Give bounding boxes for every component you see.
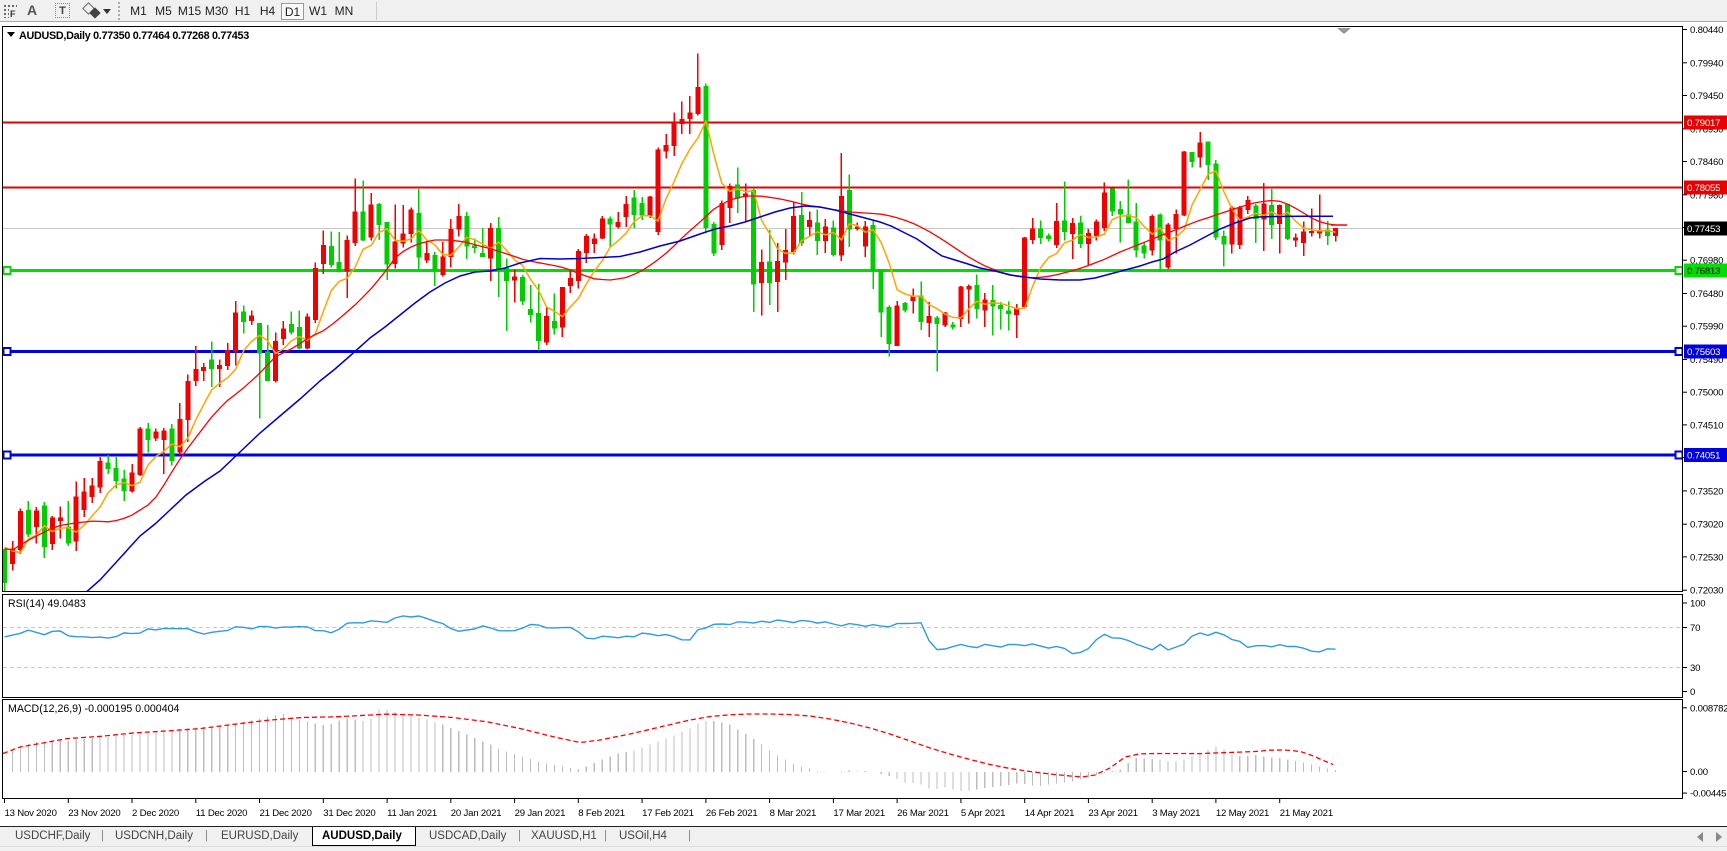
svg-text:8 Mar 2021: 8 Mar 2021	[770, 808, 817, 819]
svg-text:0.76480: 0.76480	[1690, 289, 1723, 300]
svg-text:2 Dec 2020: 2 Dec 2020	[132, 808, 179, 819]
svg-text:0.78950: 0.78950	[1690, 124, 1723, 135]
svg-text:20 Jan 2021: 20 Jan 2021	[451, 808, 502, 819]
svg-text:11 Dec 2020: 11 Dec 2020	[196, 808, 248, 819]
svg-text:23 Apr 2021: 23 Apr 2021	[1088, 808, 1138, 819]
svg-text:0.74510: 0.74510	[1690, 420, 1723, 431]
svg-text:0.74051: 0.74051	[1687, 451, 1720, 462]
svg-text:AUDUSD,Daily 0.77350 0.77464: AUDUSD,Daily 0.77350 0.77464 0.77268 0.7…	[19, 30, 249, 42]
svg-text:8 Feb 2021: 8 Feb 2021	[578, 808, 625, 819]
svg-text:0.77453: 0.77453	[1687, 224, 1720, 235]
svg-text:31 Dec 2020: 31 Dec 2020	[323, 808, 375, 819]
svg-text:0.79940: 0.79940	[1690, 58, 1723, 69]
svg-text:29 Jan 2021: 29 Jan 2021	[515, 808, 566, 819]
svg-text:21 Dec 2020: 21 Dec 2020	[260, 808, 312, 819]
svg-text:0.73520: 0.73520	[1690, 486, 1723, 497]
svg-text:0.79017: 0.79017	[1687, 118, 1720, 129]
svg-text:0.78460: 0.78460	[1690, 157, 1723, 168]
svg-text:12 May 2021: 12 May 2021	[1216, 808, 1269, 819]
svg-text:RSI(14) 49.0483: RSI(14) 49.0483	[8, 598, 86, 610]
svg-text:21 May 2021: 21 May 2021	[1280, 808, 1333, 819]
svg-text:0.77960: 0.77960	[1690, 190, 1723, 201]
svg-text:0.75990: 0.75990	[1690, 322, 1723, 333]
svg-text:30: 30	[1690, 663, 1700, 674]
svg-text:0.75603: 0.75603	[1687, 347, 1720, 358]
svg-text:23 Nov 2020: 23 Nov 2020	[68, 808, 120, 819]
svg-text:0.76813: 0.76813	[1687, 266, 1720, 277]
svg-text:0.73020: 0.73020	[1690, 520, 1723, 531]
svg-text:17 Mar 2021: 17 Mar 2021	[833, 808, 885, 819]
svg-text:5 Apr 2021: 5 Apr 2021	[961, 808, 1005, 819]
svg-text:0.79450: 0.79450	[1690, 91, 1723, 102]
svg-text:0.76980: 0.76980	[1690, 256, 1723, 267]
svg-text:13 Nov 2020: 13 Nov 2020	[5, 808, 57, 819]
svg-text:3 May 2021: 3 May 2021	[1152, 808, 1200, 819]
svg-text:0.72030: 0.72030	[1690, 586, 1723, 597]
svg-text:0.72530: 0.72530	[1690, 552, 1723, 563]
svg-text:26 Feb 2021: 26 Feb 2021	[706, 808, 758, 819]
svg-text:17 Feb 2021: 17 Feb 2021	[642, 808, 694, 819]
svg-text:100: 100	[1690, 599, 1705, 610]
svg-text:70: 70	[1690, 623, 1700, 634]
svg-text:14 Apr 2021: 14 Apr 2021	[1025, 808, 1075, 819]
svg-text:0.78055: 0.78055	[1687, 183, 1720, 194]
svg-text:0: 0	[1690, 687, 1695, 698]
svg-text:0.75000: 0.75000	[1690, 388, 1723, 399]
svg-text:MACD(12,26,9) -0.000195 0.0004: MACD(12,26,9) -0.000195 0.000404	[8, 703, 179, 715]
svg-text:26 Mar 2021: 26 Mar 2021	[897, 808, 949, 819]
svg-text:11 Jan 2021: 11 Jan 2021	[387, 808, 437, 819]
svg-text:0.00: 0.00	[1690, 767, 1708, 778]
svg-text:0.80440: 0.80440	[1690, 25, 1723, 36]
svg-text:0.008782: 0.008782	[1690, 703, 1727, 714]
svg-text:0.75490: 0.75490	[1690, 355, 1723, 366]
